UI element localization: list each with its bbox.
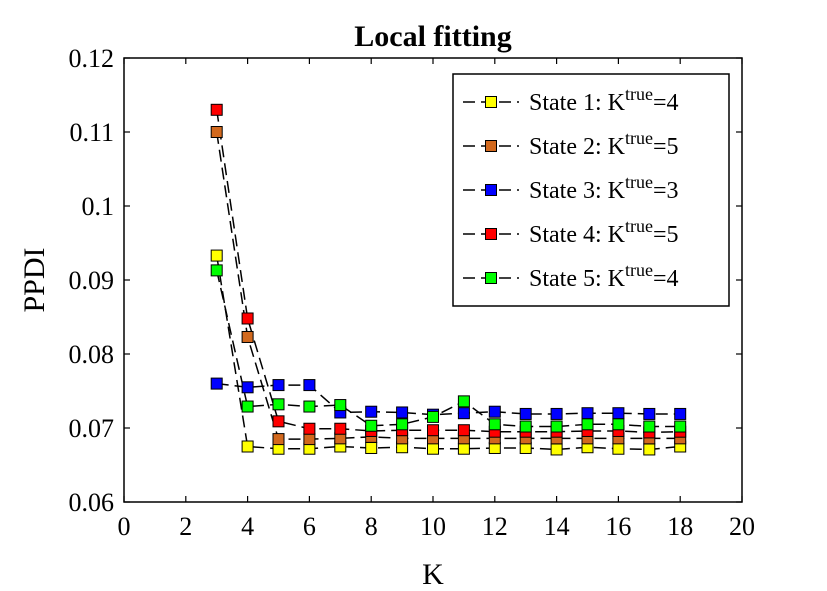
series-1-point: [241, 440, 254, 453]
series-2-point: [303, 433, 316, 446]
series-line-3: [216, 382, 681, 416]
legend: State 1: Ktrue=4 State 2: Ktrue=5 State 3:…: [452, 73, 730, 307]
legend-marker: [485, 272, 497, 284]
series-5-point: [427, 410, 439, 423]
x-axis-label: K: [422, 558, 444, 591]
series-2-point: [272, 433, 285, 446]
legend-marker: [485, 96, 497, 108]
series-4-point: [303, 422, 316, 435]
x-tick-label: 16: [605, 512, 631, 541]
series-5-point: [396, 418, 409, 431]
series-4-point: [427, 424, 439, 437]
series-3-point: [550, 407, 563, 420]
x-tick-label: 4: [241, 512, 254, 541]
series-4-point: [210, 103, 223, 116]
series-3-point: [519, 407, 532, 420]
series-5-point: [334, 399, 347, 412]
x-tick-label: 8: [365, 512, 378, 541]
x-tick-label: 20: [729, 512, 755, 541]
series-5-point: [365, 419, 378, 432]
series-1-point: [210, 249, 223, 262]
legend-entry: State 5: Ktrue=4: [529, 260, 679, 292]
series-1-point: [365, 441, 378, 454]
series-5-point: [241, 400, 254, 413]
y-tick-label: 0.07: [69, 414, 115, 443]
series-3-point: [272, 379, 285, 392]
series-4-point: [241, 312, 254, 325]
series-3-point: [396, 406, 409, 419]
series-3-point: [581, 407, 594, 420]
x-tick-label: 0: [118, 512, 131, 541]
series-5-point: [550, 420, 563, 433]
series-1-point: [643, 443, 656, 456]
chart-title: Local fitting: [354, 20, 512, 53]
series-1-point: [612, 442, 625, 455]
series-1-point: [550, 443, 563, 456]
series-1-point: [457, 442, 470, 455]
plot-area: 0 2 4 6 8 10 12 14 16 18 20 0.06 0.07 0.08 0.09 0.1 0.11…: [69, 44, 756, 541]
legend-entry: State 4: Ktrue=5: [529, 216, 679, 248]
series-5-point: [519, 420, 532, 433]
series-3-point: [210, 377, 223, 390]
y-tick-label: 0.12: [69, 44, 115, 73]
legend-entry: State 1: Ktrue=4: [529, 84, 679, 116]
series-5-point: [303, 400, 316, 413]
x-tick-label: 10: [420, 512, 446, 541]
series-3-point: [241, 381, 254, 394]
series-5-point: [612, 418, 625, 431]
y-tick-label: 0.11: [69, 118, 114, 147]
series-5-point: [643, 420, 656, 433]
series-3-point: [643, 407, 656, 420]
series-5-point: [272, 398, 285, 411]
y-tick-label: 0.06: [69, 488, 115, 517]
legend-marker: [485, 228, 497, 240]
series-4-point: [334, 422, 347, 435]
series-4-point: [457, 424, 470, 437]
x-tick-label: 6: [303, 512, 316, 541]
series-3-point: [612, 407, 625, 420]
series-3-point: [674, 407, 687, 420]
x-tick-label: 12: [482, 512, 508, 541]
legend-marker: [485, 140, 497, 152]
legend-entry: State 3: Ktrue=3: [529, 172, 679, 204]
y-axis-label: PPDI: [18, 247, 51, 312]
series-5-point: [674, 420, 687, 433]
x-tick-label: 2: [179, 512, 192, 541]
series-1-point: [427, 442, 439, 455]
series-line-5: [215, 270, 681, 428]
series-2-point: [241, 330, 254, 343]
y-tick-label: 0.09: [69, 266, 115, 295]
series-line-1: [215, 255, 681, 451]
series-4-point: [272, 415, 285, 428]
x-tick-label: 14: [544, 512, 570, 541]
series-5-point: [210, 264, 223, 277]
series-3-point: [457, 407, 470, 420]
y-tick-label: 0.08: [69, 340, 115, 369]
legend-entry: State 2: Ktrue=5: [529, 128, 679, 160]
legend-marker: [485, 184, 497, 196]
series-3-point: [303, 379, 316, 392]
series-5-point: [581, 418, 594, 431]
series-3-point: [488, 405, 501, 418]
series-2-point: [210, 126, 223, 138]
series-3-point: [365, 405, 378, 418]
series-line-2: [215, 131, 681, 440]
series-5-point: [488, 418, 501, 431]
x-tick-label: 18: [667, 512, 693, 541]
series-5-point: [457, 395, 470, 408]
y-tick-label: 0.1: [82, 192, 115, 221]
series-line-4: [215, 109, 681, 434]
